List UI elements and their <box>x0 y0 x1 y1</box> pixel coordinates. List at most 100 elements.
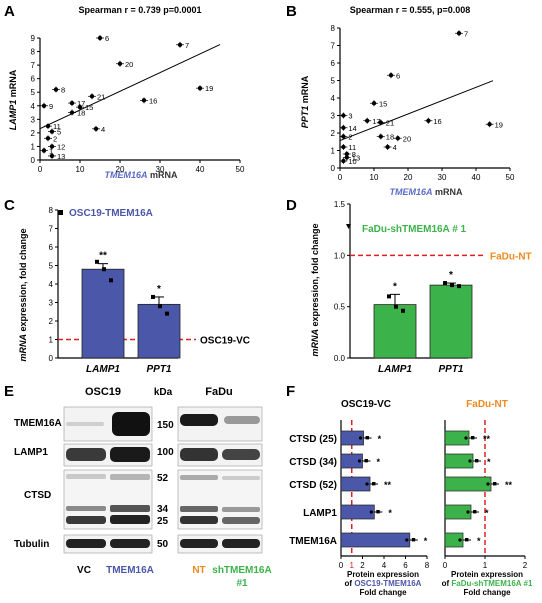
replicate-point <box>364 459 368 463</box>
blot-band <box>66 539 106 548</box>
x-tick-label: 2 <box>523 561 528 570</box>
data-point-label: 1 <box>49 147 53 156</box>
panel-b-letter: B <box>286 3 297 20</box>
y-tick-label: 6 <box>331 59 336 68</box>
blot-band <box>66 422 104 426</box>
panel-c-ylabel: mRNA expression, fold change <box>18 228 28 361</box>
y-tick-label: 2 <box>49 317 54 326</box>
panel-f-left-xlabel: of OSC19-TMEM16A <box>345 579 422 588</box>
data-point-label: 4 <box>393 143 397 152</box>
x-tick-label: 0 <box>443 561 448 570</box>
y-tick-label: 5 <box>49 262 54 271</box>
data-point <box>341 158 346 164</box>
lane-label-tmem16a: TMEM16A <box>106 565 154 576</box>
data-point-label: 7 <box>464 29 468 38</box>
lane-label-vc: VC <box>77 565 91 576</box>
data-point-label: 20 <box>403 134 411 143</box>
panel-f-right-xlabel: Protein expression <box>451 570 523 579</box>
data-point <box>378 120 383 125</box>
data-point-label: 16 <box>433 117 441 126</box>
data-point <box>341 134 346 139</box>
y-tick-label: 7 <box>31 61 36 70</box>
y-tick-label: 7 <box>331 42 336 51</box>
y-tick-label: 5 <box>31 88 36 97</box>
data-point-label: 10 <box>348 157 356 166</box>
data-point <box>49 129 55 134</box>
data-point-label: 2 <box>53 134 57 143</box>
replicate-point <box>358 436 363 440</box>
data-point <box>69 110 75 115</box>
y-tick-label: 5 <box>331 77 336 86</box>
y-tick-label: 8 <box>31 48 36 57</box>
kda-marker: 52 <box>157 473 169 484</box>
replicate-point <box>486 482 490 486</box>
y-tick-label: 6 <box>49 243 54 252</box>
reference-label: FaDu-NT <box>490 251 532 262</box>
panel-d-letter: D <box>286 197 297 214</box>
data-point <box>41 148 47 153</box>
data-point <box>385 144 390 150</box>
data-point <box>45 123 51 129</box>
y-tick-label: 0.5 <box>334 303 346 312</box>
replicate-point <box>394 304 398 309</box>
western-right-title: FaDu <box>205 386 233 398</box>
data-point <box>53 87 59 92</box>
significance: * <box>377 457 381 467</box>
x-tick-label: 10 <box>370 173 379 182</box>
panel-f-letter: F <box>286 383 295 400</box>
replicate-point <box>365 436 369 440</box>
data-point <box>117 61 123 66</box>
data-point <box>69 100 75 106</box>
replicate-point <box>376 510 380 514</box>
replicate-point <box>475 459 479 463</box>
bar-label: LAMP1 <box>378 364 412 375</box>
kda-marker: 34 <box>157 504 169 515</box>
data-point-label: 18 <box>77 109 85 118</box>
data-point-label: 17 <box>77 99 85 108</box>
panel-b-plot: 0 1 2 3 4 5 6 7 8 0 10 20 30 40 50 7 6 15 3 17 21 16 19 14 18 20 2… <box>331 24 515 182</box>
row-label: CTSD (52) <box>289 480 337 491</box>
blot-band <box>180 414 218 426</box>
replicate-point <box>102 267 106 272</box>
row-label: TMEM16A <box>289 536 337 547</box>
panel-c: C mRNA expression, fold change OSC19-TME… <box>4 197 250 375</box>
data-point <box>456 31 462 36</box>
significance: ** <box>384 480 392 490</box>
bar <box>137 303 181 359</box>
data-point <box>41 103 47 108</box>
replicate-point <box>465 538 469 542</box>
data-point-label: 20 <box>125 60 133 69</box>
reference-label: OSC19-VC <box>200 336 250 347</box>
data-point-label: 13 <box>352 154 360 163</box>
replicate-point <box>493 482 497 486</box>
replicate-point <box>95 259 99 264</box>
data-point-label: 8 <box>352 150 356 159</box>
data-point-label: 11 <box>53 122 61 131</box>
panel-f-left-title: OSC19-VC <box>341 399 391 410</box>
data-point-label: 8 <box>61 86 65 95</box>
data-point-label: 7 <box>185 41 189 50</box>
data-point <box>341 125 346 130</box>
data-point <box>97 35 103 41</box>
x-tick-label: 8 <box>425 561 430 570</box>
data-point <box>371 101 377 106</box>
western-kda-label: kDa <box>154 387 173 398</box>
blot-band <box>180 539 218 548</box>
x-tick-label: 50 <box>506 173 515 182</box>
data-point <box>45 136 51 141</box>
y-tick-label: 8 <box>49 206 54 215</box>
blot-band <box>66 516 106 524</box>
western-row-label: TMEM16A <box>14 418 62 429</box>
data-point <box>388 73 394 78</box>
y-tick-label: 4 <box>49 280 54 289</box>
replicate-point <box>411 538 416 542</box>
replicate-point <box>473 510 477 514</box>
panel-d-ylabel: mRNA expression, fold change <box>310 223 320 356</box>
y-tick-label: 1 <box>331 147 336 156</box>
x-tick-label: 30 <box>438 173 447 182</box>
panel-e-letter: E <box>4 383 14 400</box>
reference-tick-label: 1 <box>350 561 355 570</box>
y-tick-label: 4 <box>331 94 336 103</box>
replicate-point <box>372 482 376 486</box>
blot-band <box>222 517 260 524</box>
